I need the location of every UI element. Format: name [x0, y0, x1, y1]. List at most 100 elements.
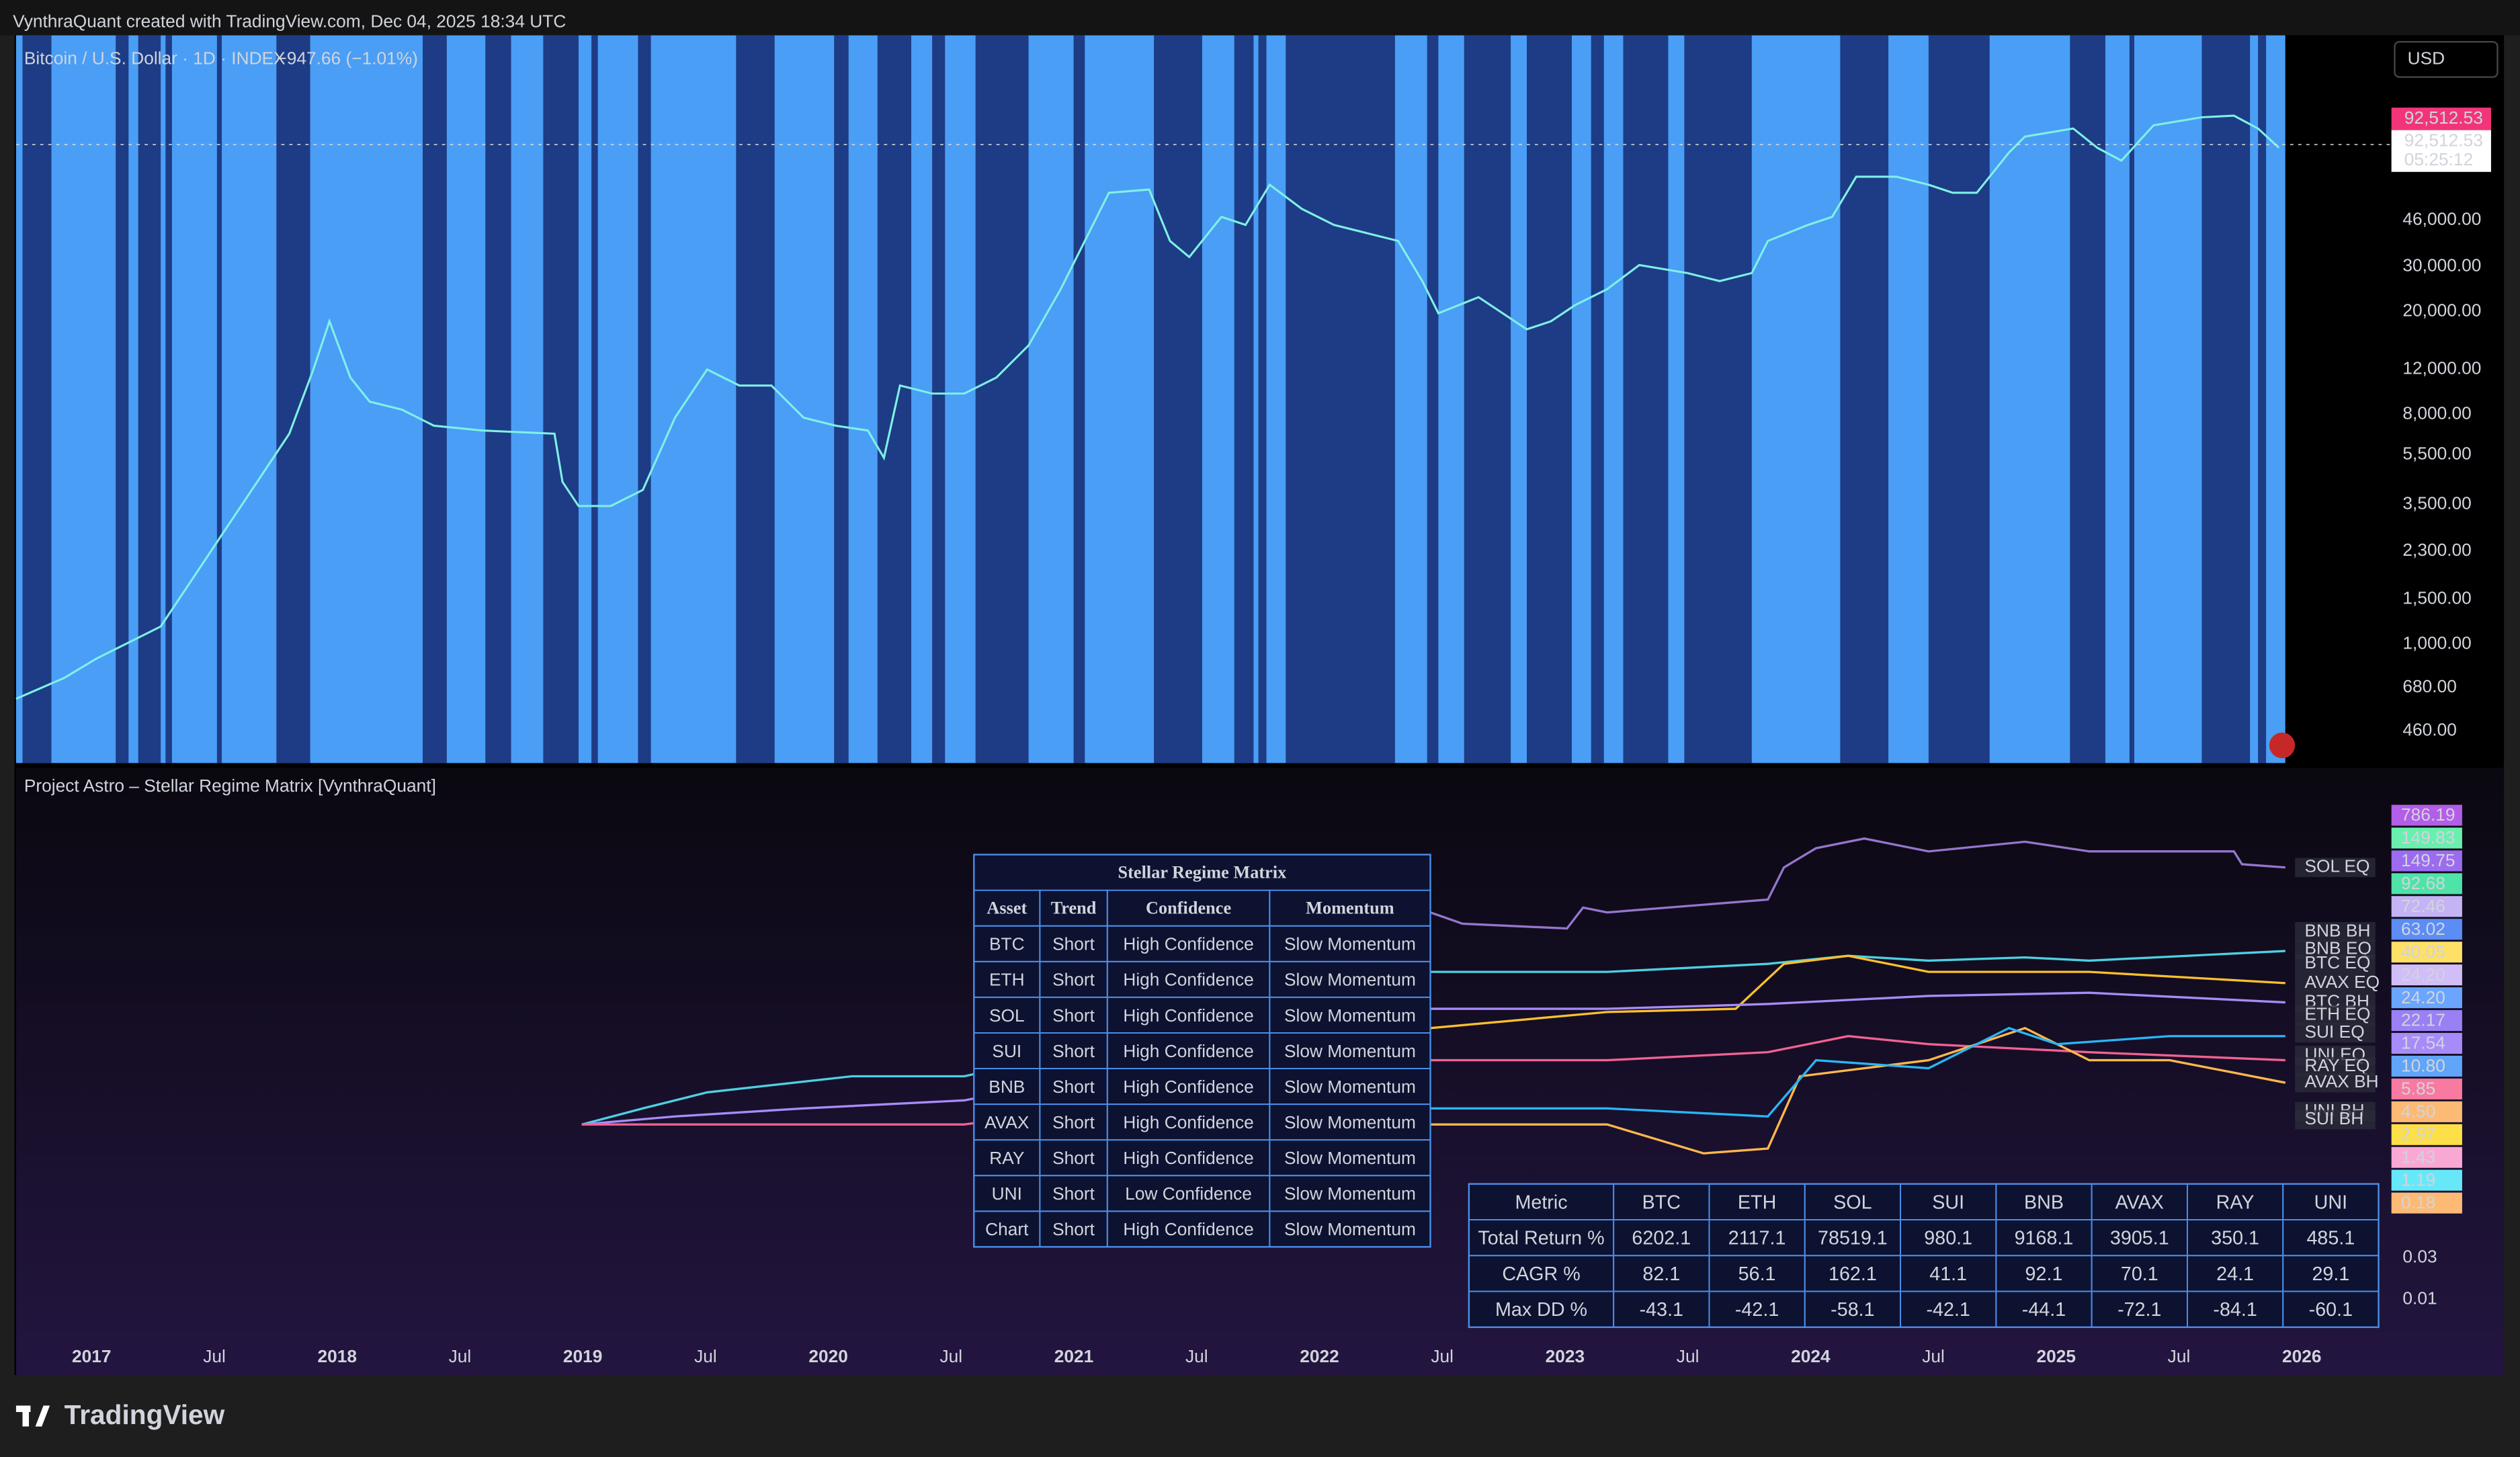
table-text: -42.1 [1735, 1299, 1779, 1321]
value-badge [2391, 964, 2462, 986]
table-text: 41.1 [1929, 1263, 1967, 1285]
regime-band [1684, 35, 1752, 763]
flag-icon[interactable] [2269, 732, 2296, 759]
table-text: Slow Momentum [1284, 1077, 1416, 1097]
value-badge [2391, 1055, 2462, 1077]
plot-label-bg [2295, 922, 2376, 942]
brand: TradingView [65, 1399, 225, 1430]
table-text: High Confidence [1123, 1148, 1253, 1168]
table-text: Slow Momentum [1284, 970, 1416, 990]
table-text: BTC [1642, 1192, 1681, 1213]
regime-band [216, 35, 222, 763]
price-axis-label: 30,000.00 [2402, 255, 2481, 276]
currency-button[interactable] [2394, 40, 2498, 78]
table-text: BNB [989, 1077, 1025, 1097]
regime-band [1928, 35, 1990, 763]
table-text: 29.1 [2312, 1263, 2349, 1285]
table-text: Slow Momentum [1284, 1148, 1416, 1168]
table-text: Short [1052, 1219, 1095, 1239]
value-badge-label: 22.17 [2401, 1010, 2445, 1030]
table-text: 3905.1 [2110, 1228, 2169, 1249]
value-badge-label: 63.02 [2401, 919, 2445, 939]
regime-band [877, 35, 912, 763]
price-badge [2391, 130, 2491, 172]
table-text: ETH [1738, 1192, 1776, 1213]
regime-band [1623, 35, 1669, 763]
time-axis-label: Jul [1185, 1346, 1208, 1366]
value-badge-label: 1.19 [2401, 1169, 2435, 1190]
price-axis-label: 3,500.00 [2402, 493, 2471, 513]
top-bar [0, 0, 2520, 36]
table-text: 56.1 [1738, 1263, 1776, 1285]
table-text: High Confidence [1123, 970, 1253, 990]
regime-band [1527, 35, 1572, 763]
value-badge [2391, 1169, 2462, 1191]
value-badge [2391, 896, 2462, 917]
regime-band [1286, 35, 1395, 763]
plot-label-bg [2295, 1023, 2376, 1043]
equity-curve [1429, 837, 2285, 930]
regime-band [422, 35, 447, 763]
table-text: UNI [992, 1183, 1022, 1204]
table-text: Slow Momentum [1284, 1005, 1416, 1026]
value-badge-label: 10.80 [2401, 1056, 2445, 1076]
value-badge-label: 92.68 [2401, 873, 2445, 893]
value-badge [2391, 1078, 2462, 1099]
table-text: RAY [2216, 1192, 2255, 1213]
equity-curve [1430, 1026, 2286, 1155]
time-axis-label: Jul [694, 1346, 717, 1366]
table-text: 6202.1 [1632, 1228, 1691, 1249]
value-badge [2391, 804, 2462, 826]
value-badge [2391, 1032, 2462, 1054]
table-text: Confidence [1146, 899, 1231, 918]
value-badge-label: 786.19 [2401, 804, 2455, 825]
table-text: Short [1052, 1112, 1095, 1132]
regime-band [736, 35, 775, 763]
regime-band [1073, 35, 1085, 763]
value-badge-label: 40.05 [2401, 942, 2445, 962]
table-text: Momentum [1306, 899, 1394, 918]
value-badge [2391, 919, 2462, 940]
indicator-axis-label: 0.03 [2402, 1247, 2437, 1267]
last-price: 92,512.53 [2404, 108, 2483, 128]
table-text: 350.1 [2211, 1228, 2259, 1249]
table-text: Metric [1515, 1192, 1567, 1213]
table-text: Short [1052, 1148, 1095, 1168]
table-text: BNB [2024, 1192, 2064, 1213]
table-text: 82.1 [1642, 1263, 1680, 1285]
indicator-axis-label: 0.01 [2402, 1288, 2437, 1308]
value-badge [2391, 1124, 2462, 1145]
regime-band [543, 35, 579, 763]
regime-table [973, 854, 1431, 1248]
equity-curve [1430, 954, 2285, 1030]
table-text: SUI [1932, 1192, 1964, 1213]
regime-band [116, 35, 129, 763]
price-line [15, 114, 2280, 700]
currency[interactable]: USD [2408, 48, 2445, 68]
table-text: Short [1052, 1005, 1095, 1026]
value-badge-label: 72.46 [2401, 896, 2445, 916]
table-text: Slow Momentum [1284, 934, 1416, 954]
table-text: Total Return % [1478, 1228, 1604, 1249]
value-badge-label: 4.50 [2401, 1101, 2435, 1121]
footer-bar [0, 1376, 2520, 1457]
table-text: 162.1 [1829, 1263, 1877, 1285]
value-badge-label: 149.75 [2401, 850, 2455, 870]
last-price-badge [2391, 108, 2491, 130]
price-axis-label: 1,000.00 [2402, 632, 2471, 653]
regime-band [2129, 35, 2135, 763]
regime-band [276, 35, 310, 763]
table-text: 78519.1 [1818, 1228, 1888, 1249]
time-axis-label: Jul [1922, 1346, 1945, 1366]
price-axis-label: 2,300.00 [2402, 540, 2471, 560]
regime-band [834, 35, 849, 763]
equity-curves [581, 837, 2286, 1155]
table-text: 485.1 [2306, 1228, 2355, 1249]
table-text: -58.1 [1831, 1299, 1874, 1321]
table-text: Short [1052, 970, 1095, 990]
table-text: High Confidence [1123, 1219, 1253, 1239]
table-text: -44.1 [2022, 1299, 2066, 1321]
regime-band [1591, 35, 1604, 763]
price-axis-label: 5,500.00 [2402, 443, 2471, 463]
regime-band [2070, 35, 2105, 763]
